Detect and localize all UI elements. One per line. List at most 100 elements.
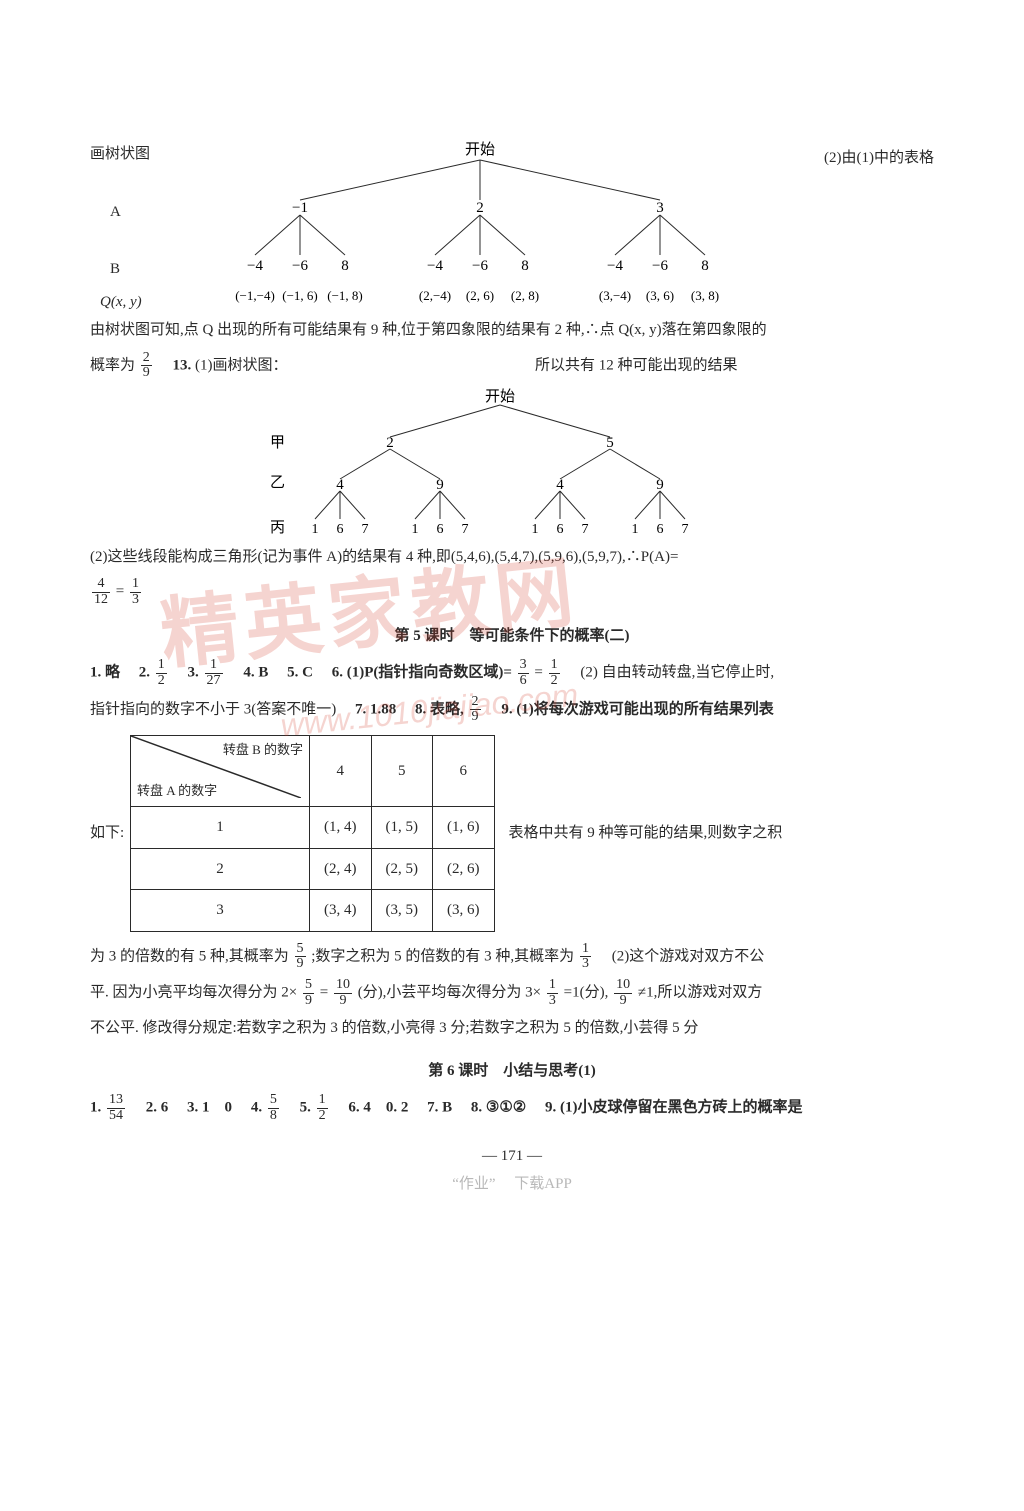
s5-a6eq: =	[534, 665, 542, 681]
s5-a2p: 2.	[139, 665, 150, 681]
frac-10-9b: 109	[614, 978, 632, 1008]
s5-a5: 5. C	[287, 665, 313, 681]
t1-q8: (3, 8)	[691, 288, 719, 303]
t1-q7: (3, 6)	[646, 288, 674, 303]
t1-q6: (3,−4)	[599, 288, 631, 303]
t2-b1: 6	[337, 522, 344, 537]
p9c3: =1(分),	[564, 985, 609, 1001]
p9b3: (2)这个游戏对双方不公	[612, 948, 765, 964]
r2c2: (3, 6)	[433, 890, 495, 932]
p9c-eq1: =	[320, 985, 328, 1001]
q13-label: 13.	[173, 357, 192, 373]
t2-j0: 2	[386, 435, 394, 451]
diag-cell: 转盘 B 的数字 转盘 A 的数字	[131, 736, 310, 807]
t2-b5: 7	[462, 522, 469, 537]
frac-1-3c: 13	[547, 978, 558, 1008]
footer-faint: “作业” 下载APP	[90, 1170, 934, 1199]
para9d: 不公平. 修改得分规定:若数字之积为 3 的倍数,小亮得 3 分;若数字之积为 …	[90, 1014, 934, 1043]
s6-line: 1. 1354 2. 6 3. 1 0 4. 58 5. 12 6. 4 0. …	[90, 1093, 934, 1123]
r0c2: (1, 6)	[433, 807, 495, 849]
s5-a6f2: 12	[549, 658, 560, 688]
t1-q0: (−1,−4)	[235, 288, 275, 303]
table-right: 表格中共有 9 种等可能的结果,则数字之积	[495, 819, 783, 848]
s6-a8: 8. ③①②	[471, 1100, 526, 1116]
t1-b11: −6	[472, 258, 488, 274]
t2-b7: 6	[557, 522, 564, 537]
para13-2: (2)这些线段能构成三角形(记为事件 A)的结果有 4 种,即(5,4,6),(…	[90, 543, 934, 572]
t2-root: 开始	[485, 388, 515, 405]
t1-q1: (−1, 6)	[282, 288, 318, 303]
t2-jia: 甲	[270, 435, 285, 451]
frac-1-3a: 13	[130, 577, 141, 607]
frac-5-9a: 59	[295, 942, 306, 972]
tree2-row: 开始 甲 乙 丙 2 5 4 9 4 9 1 6 7 1 6 7 1 6 7 1…	[90, 387, 934, 537]
t2-b6: 1	[532, 522, 539, 537]
s6-a1f: 1354	[107, 1093, 125, 1123]
tree2-svg: 开始 甲 乙 丙 2 5 4 9 4 9 1 6 7 1 6 7 1 6 7 1…	[260, 387, 740, 537]
t2-b8: 7	[582, 522, 589, 537]
col-1: 5	[371, 736, 433, 807]
t2-yi: 乙	[270, 475, 285, 491]
r0c0: (1, 4)	[310, 807, 372, 849]
s6-a5p: 5.	[300, 1100, 311, 1116]
s5-a1: 1. 略	[90, 665, 120, 681]
header-left: 画树状图	[90, 140, 200, 169]
s6-a9: 9. (1)小皮球停留在黑色方砖上的概率是	[545, 1100, 803, 1116]
ff1: “作业”	[452, 1176, 495, 1192]
t2-bing: 丙	[270, 520, 285, 536]
t2-y0: 4	[336, 477, 344, 493]
r0h: 1	[131, 807, 310, 849]
header-right: (2)由(1)中的表格	[760, 140, 934, 173]
result-table: 转盘 B 的数字 转盘 A 的数字 4 5 6 1 (1, 4) (1, 5) …	[130, 735, 495, 932]
r2c1: (3, 5)	[371, 890, 433, 932]
s6-a7: 7. B	[427, 1100, 452, 1116]
t1-a0: −1	[292, 200, 308, 216]
s5-line1: 1. 略 2. 12 3. 127 4. B 5. C 6. (1)P(指针指向…	[90, 658, 934, 688]
s5-a9: 9. (1)将每次游戏可能出现的所有结果列表	[501, 701, 774, 717]
tree1-label-q: Q(x, y)	[100, 288, 142, 317]
s5-a6l2: 指针指向的数字不小于 3(答案不唯一)	[90, 701, 336, 717]
s5-a7: 7. 1.88	[355, 701, 396, 717]
t2-b3: 1	[412, 522, 419, 537]
s6-a1p: 1.	[90, 1100, 101, 1116]
r0c1: (1, 5)	[371, 807, 433, 849]
s5-a8p: 8. 表略,	[415, 701, 464, 717]
r2h: 3	[131, 890, 310, 932]
t2-y2: 4	[556, 477, 564, 493]
diag-bot: 转盘 A 的数字	[137, 779, 217, 804]
table-row: 如下: 转盘 B 的数字 转盘 A 的数字 4 5 6 1 (1, 4) (1,…	[90, 731, 934, 936]
t2-b2: 7	[362, 522, 369, 537]
para1b-pre: 概率为	[90, 357, 135, 373]
t1-q4: (2, 6)	[466, 288, 494, 303]
para13-3: 412 = 13	[90, 577, 934, 607]
p9c1: 平. 因为小亮平均每次得分为 2×	[90, 985, 297, 1001]
frac-5-9b: 59	[303, 978, 314, 1008]
frac-4-12: 412	[92, 577, 110, 607]
q13-a: (1)画树状图：	[195, 357, 288, 373]
s6-a4f: 58	[268, 1093, 279, 1123]
p9b2: ;数字之积为 5 的倍数的有 3 种,其概率为	[311, 948, 574, 964]
p9c2: (分),小芸平均每次得分为 3×	[358, 985, 541, 1001]
para1b-row: 概率为 29 13. (1)画树状图： 所以共有 12 种可能出现的结果	[90, 351, 934, 381]
tree1-svg: 开始 −1 2 3 −4 −6 8 −4 −6 8 −4 −6 8 (−1,−4…	[200, 140, 760, 310]
t2-b10: 6	[657, 522, 664, 537]
t1-b01: −6	[292, 258, 308, 274]
section6-title: 第 6 课时 小结与思考(1)	[90, 1057, 934, 1086]
t2-y1: 9	[436, 477, 444, 493]
tree1-container: 开始 −1 2 3 −4 −6 8 −4 −6 8 −4 −6 8 (−1,−4…	[200, 140, 760, 310]
s5-a2f: 12	[156, 658, 167, 688]
s5-a6f1: 36	[518, 658, 529, 688]
t1-b00: −4	[247, 258, 263, 274]
t1-q3: (2,−4)	[419, 288, 451, 303]
page-number: — 171 —	[90, 1142, 934, 1171]
table-row-2: 3 (3, 4) (3, 5) (3, 6)	[131, 890, 495, 932]
t1-a2: 3	[656, 200, 664, 216]
s5-a4: 4. B	[243, 665, 268, 681]
s6-a3: 3. 1 0	[187, 1100, 232, 1116]
s5-a3f: 127	[205, 658, 223, 688]
frac-1-3b: 13	[580, 942, 591, 972]
t2-b9: 1	[632, 522, 639, 537]
tree1-row: 画树状图 开始 −1 2 3 −4 −6 8 −4 −6 8 −4	[90, 140, 934, 310]
frac-10-9a: 109	[334, 978, 352, 1008]
s5-line2: 指针指向的数字不小于 3(答案不唯一) 7. 1.88 8. 表略, 29 9.…	[90, 695, 934, 725]
